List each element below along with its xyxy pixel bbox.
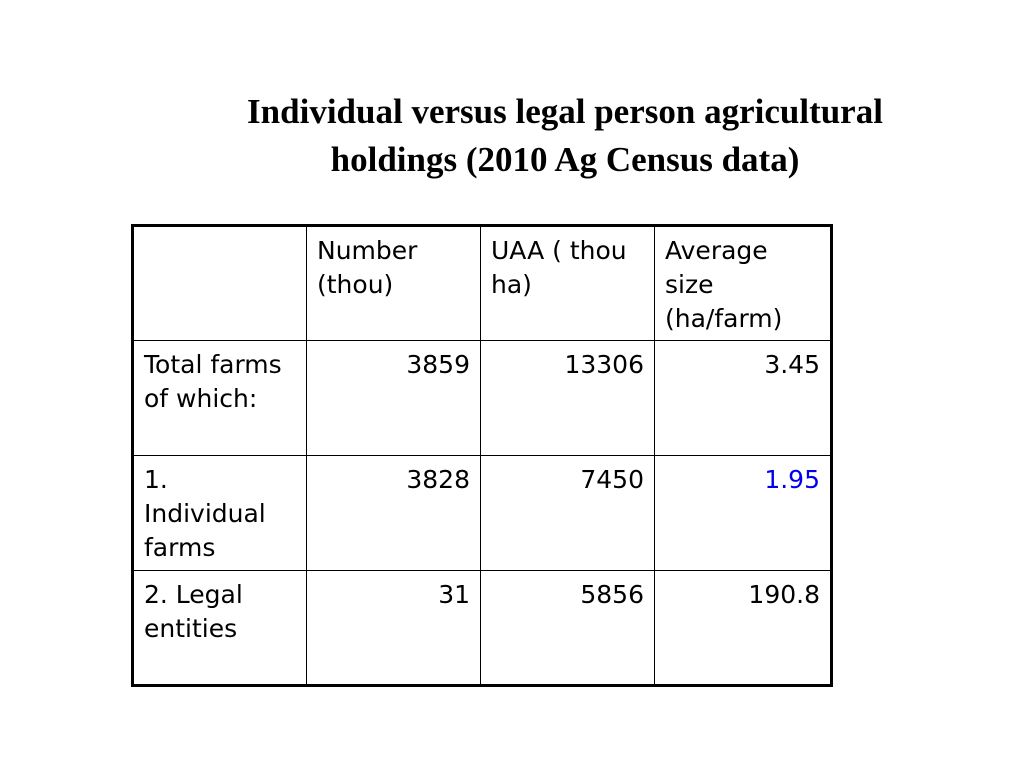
row-label-legal-entities: 2. Legal entities — [132, 570, 307, 686]
table-row-legal-entities: 2. Legal entities 31 5856 190.8 — [132, 570, 832, 686]
slide-title-line-2: holdings (2010 Ag Census data) — [330, 140, 800, 179]
slide-title-line-1: Individual versus legal person agricultu… — [247, 92, 883, 131]
header-number: Number (thou) — [306, 225, 481, 341]
cell-total-average: 3.45 — [654, 340, 832, 456]
header-corner-cell — [132, 225, 307, 341]
cell-legal-uaa: 5856 — [480, 570, 655, 686]
row-label-individual-farms: 1. Individual farms — [132, 455, 307, 571]
cell-total-number: 3859 — [306, 340, 481, 456]
header-average-size: Average size (ha/farm) — [654, 225, 832, 341]
cell-individual-average: 1.95 — [654, 455, 832, 571]
header-uaa: UAA ( thou ha) — [480, 225, 655, 341]
cell-individual-uaa: 7450 — [480, 455, 655, 571]
table-header-row: Number (thou) UAA ( thou ha) Average siz… — [132, 225, 832, 341]
cell-total-uaa: 13306 — [480, 340, 655, 456]
table-row-individual-farms: 1. Individual farms 3828 7450 1.95 — [132, 455, 832, 571]
census-data-table: Number (thou) UAA ( thou ha) Average siz… — [131, 224, 833, 687]
cell-legal-number: 31 — [306, 570, 481, 686]
table-row-total-farms: Total farms of which: 3859 13306 3.45 — [132, 340, 832, 456]
row-label-total-farms: Total farms of which: — [132, 340, 307, 456]
slide-title: Individual versus legal person agricultu… — [180, 88, 950, 184]
cell-legal-average: 190.8 — [654, 570, 832, 686]
cell-individual-number: 3828 — [306, 455, 481, 571]
